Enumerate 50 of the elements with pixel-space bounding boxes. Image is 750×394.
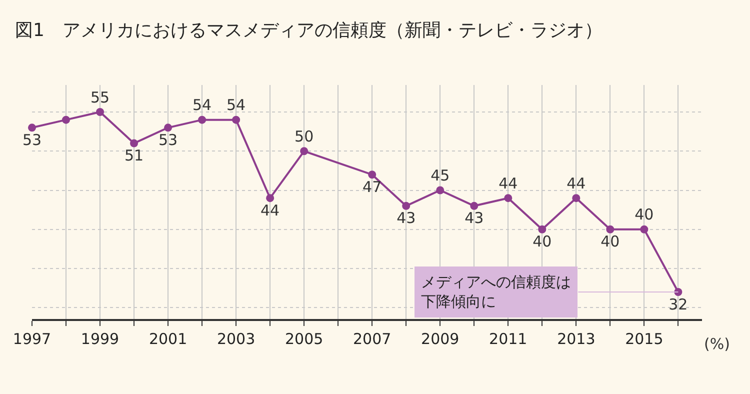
data-label: 32 [668, 295, 688, 314]
x-tick-label: 1997 [12, 330, 52, 348]
data-label: 45 [430, 166, 450, 185]
data-label: 40 [600, 232, 620, 251]
point [606, 225, 614, 234]
y-axis-title: (%) [704, 335, 730, 353]
data-label: 40 [532, 232, 552, 251]
data-label: 51 [124, 146, 144, 165]
data-label: 50 [294, 127, 314, 146]
data-label: 40 [634, 206, 654, 224]
data-label: 55 [90, 88, 110, 106]
data-label: 47 [362, 178, 382, 196]
data-label: 54 [226, 96, 246, 114]
point [504, 194, 512, 202]
data-label: 44 [566, 174, 586, 192]
x-tick-label: 2005 [284, 330, 324, 348]
point [164, 124, 172, 132]
point [96, 108, 104, 116]
point [232, 116, 240, 124]
x-tick-label: 2015 [625, 330, 664, 348]
point [28, 124, 36, 132]
point [572, 194, 580, 202]
x-tick-label: 2003 [216, 330, 256, 348]
data-label: 53 [158, 130, 178, 149]
data-label: 43 [396, 209, 416, 228]
data-label: 43 [464, 209, 484, 228]
annotation: メディアへの信頼度は下降傾向に [421, 273, 571, 310]
data-label: 53 [22, 130, 42, 149]
x-tick-label: 2007 [353, 330, 392, 348]
point [470, 202, 478, 210]
x-tick-label: 2001 [148, 330, 188, 348]
x-tick-label: 2009 [421, 330, 460, 348]
point [266, 194, 274, 202]
data-label: 44 [498, 174, 518, 192]
x-tick-label: 2011 [489, 330, 528, 348]
x-tick-label: 2013 [557, 330, 596, 348]
point [402, 202, 410, 210]
data-label: 54 [192, 96, 212, 114]
point [300, 147, 308, 156]
point [62, 116, 70, 124]
point [538, 225, 546, 234]
point [130, 139, 138, 148]
point [674, 288, 682, 296]
chart-title: 図1 アメリカにおけるマスメディアの信頼度（新聞・テレビ・ラジオ） [15, 20, 602, 42]
point [368, 170, 376, 179]
data-label: 44 [260, 201, 280, 220]
point [198, 116, 206, 124]
x-tick-label: 1999 [80, 330, 120, 348]
point [436, 186, 444, 194]
point [640, 225, 648, 234]
